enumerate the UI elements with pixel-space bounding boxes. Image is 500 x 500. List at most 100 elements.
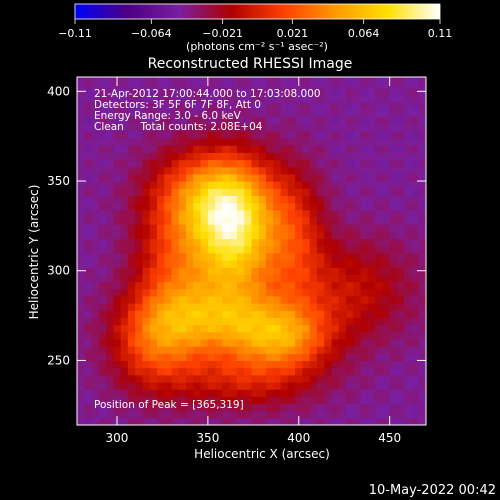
heatmap-cell — [346, 303, 354, 311]
heatmap-cell — [127, 152, 136, 161]
heatmap-cell — [149, 209, 158, 218]
heatmap-cell — [156, 152, 165, 161]
heatmap-cell — [193, 417, 202, 425]
heatmap-cell — [360, 209, 369, 218]
heatmap-cell — [186, 346, 194, 354]
heatmap-cell — [302, 245, 311, 254]
heatmap-cell — [215, 216, 224, 225]
heatmap-cell — [164, 338, 173, 347]
heatmap-cell — [236, 417, 245, 425]
heatmap-cell — [200, 202, 209, 211]
heatmap-cell — [360, 216, 369, 225]
heatmap-cell — [84, 389, 93, 397]
heatmap-cell — [295, 295, 303, 304]
heatmap-cell — [149, 403, 158, 412]
heatmap-cell — [193, 152, 202, 161]
heatmap-cell — [98, 231, 107, 240]
heatmap-cell — [164, 94, 173, 103]
heatmap-cell — [164, 381, 173, 390]
heatmap-cell — [280, 338, 289, 347]
heatmap-cell — [236, 159, 245, 168]
heatmap-cell — [309, 102, 318, 110]
heatmap-cell — [178, 410, 187, 419]
heatmap-cell — [113, 281, 122, 290]
heatmap-cell — [382, 396, 391, 405]
heatmap-cell — [98, 338, 107, 347]
heatmap-cell — [244, 123, 253, 132]
heatmap-cell — [280, 80, 289, 89]
heatmap-cell — [149, 396, 158, 405]
heatmap-cell — [207, 360, 216, 369]
colorbar-tick-label: 0.064 — [348, 27, 380, 40]
heatmap-cell — [273, 374, 282, 383]
heatmap-cell — [84, 259, 93, 268]
heatmap-cell — [222, 173, 231, 182]
heatmap-cell — [186, 137, 194, 146]
heatmap-cell — [287, 80, 296, 89]
heatmap-cell — [236, 310, 245, 318]
heatmap-cell — [324, 396, 333, 405]
heatmap-cell — [178, 159, 187, 168]
heatmap-cell — [324, 267, 333, 275]
heatmap-cell — [91, 403, 100, 412]
heatmap-cell — [178, 145, 187, 153]
heatmap-cell — [171, 159, 180, 168]
heatmap-cell — [295, 381, 303, 390]
heatmap-cell — [375, 281, 383, 290]
heatmap-cell — [127, 381, 136, 390]
colorbar-tick-label: −0.064 — [131, 27, 172, 40]
heatmap-cell — [316, 374, 325, 383]
heatmap-cell — [287, 109, 296, 118]
heatmap-cell — [91, 80, 100, 89]
heatmap-cell — [302, 324, 311, 333]
heatmap-cell — [200, 130, 209, 139]
heatmap-cell — [106, 202, 114, 211]
heatmap-cell — [98, 274, 107, 283]
heatmap-cell — [389, 145, 398, 153]
heatmap-cell — [222, 209, 231, 218]
x-tick-label: 450 — [378, 431, 401, 445]
heatmap-cell — [127, 116, 136, 125]
heatmap-cell — [178, 360, 187, 369]
heatmap-cell — [331, 130, 340, 139]
heatmap-cell — [287, 87, 296, 96]
heatmap-cell — [236, 87, 245, 96]
heatmap-cell — [396, 195, 405, 204]
heatmap-cell — [273, 123, 282, 132]
heatmap-cell — [389, 123, 398, 132]
heatmap-cell — [222, 274, 231, 283]
heatmap-cell — [135, 346, 144, 354]
heatmap-cell — [120, 231, 129, 240]
heatmap-cell — [164, 360, 173, 369]
heatmap-cell — [91, 324, 100, 333]
heatmap-cell — [418, 102, 426, 110]
heatmap-cell — [287, 137, 296, 146]
heatmap-cell — [316, 80, 325, 89]
heatmap-cell — [273, 116, 282, 125]
heatmap-cell — [207, 310, 216, 318]
heatmap-cell — [120, 209, 129, 218]
heatmap-cell — [367, 102, 376, 110]
heatmap-cell — [164, 403, 173, 412]
heatmap-cell — [258, 166, 267, 175]
heatmap-cell — [229, 245, 238, 254]
heatmap-cell — [360, 202, 369, 211]
heatmap-cell — [411, 331, 420, 340]
heatmap-cell — [127, 331, 136, 340]
heatmap-cell — [316, 116, 325, 125]
heatmap-cell — [418, 181, 426, 189]
heatmap-cell — [186, 77, 194, 82]
heatmap-cell — [156, 80, 165, 89]
heatmap-cell — [273, 267, 282, 275]
heatmap-cell — [316, 181, 325, 189]
heatmap-cell — [98, 130, 107, 139]
heatmap-cell — [353, 216, 362, 225]
heatmap-cell — [127, 389, 136, 397]
heatmap-cell — [396, 281, 405, 290]
heatmap-cell — [215, 310, 224, 318]
heatmap-cell — [207, 116, 216, 125]
heatmap-cell — [251, 238, 260, 247]
heatmap-cell — [229, 166, 238, 175]
heatmap-cell — [375, 202, 383, 211]
heatmap-cell — [178, 274, 187, 283]
